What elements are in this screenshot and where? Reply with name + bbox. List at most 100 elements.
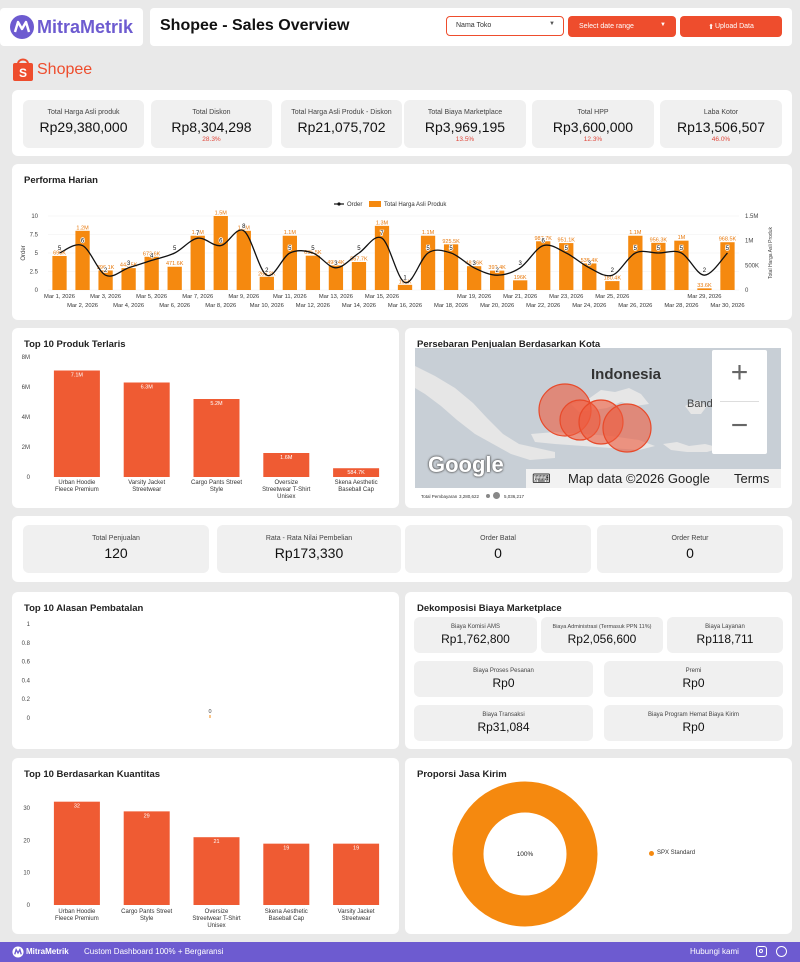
zoom-out-button[interactable]: − — [730, 409, 749, 442]
bar-label-daily: 538.4K — [581, 258, 599, 264]
daily-performance-chart: Order Total Harga Asli Produk Order Total H… — [21, 201, 774, 309]
bar-quantity — [193, 837, 240, 905]
bar-label-daily: 1.2M — [76, 225, 89, 231]
y-tick-label: 0.8 — [22, 641, 31, 647]
bar-daily-harga — [213, 216, 228, 290]
bar-value-label: 7.1M — [71, 373, 84, 379]
x-tick-label-date: Mar 28, 2026 — [664, 303, 698, 309]
x-tick-label-date: Mar 24, 2026 — [572, 303, 606, 309]
map-attribution-bar: ⌨ Map data ©2026 Google Terms — [526, 469, 781, 488]
fee-value: Rp31,084 — [477, 720, 530, 734]
bar-top-product — [333, 468, 380, 477]
y-tick-label: 1 — [27, 622, 31, 628]
order-value-label: 5 — [288, 246, 292, 252]
x-tick-label-product: Streetwear T-Shirt — [192, 916, 241, 922]
bar-label-daily: 471.6K — [166, 261, 184, 267]
kpi-card-biaya-marketplace: Total Biaya Marketplace Rp3,969,195 13.5… — [404, 100, 526, 148]
map-country-label: Indonesia — [591, 366, 662, 383]
kpi-percent: 28.3% — [202, 136, 221, 143]
bar-daily-harga — [52, 255, 67, 290]
bar-daily-harga — [144, 256, 159, 290]
fee-card-proses-pesanan: Biaya Proses Pesanan Rp0 — [414, 661, 593, 697]
kpi-label: Order Retur — [671, 535, 709, 542]
kpi-label: Laba Kotor — [703, 109, 739, 116]
kpi-value: Rp3,600,000 — [552, 119, 634, 135]
bar-value-label: 1.6M — [280, 455, 293, 461]
order-value-label: 2 — [495, 268, 499, 274]
date-range-label: Select date range — [579, 23, 634, 30]
y-tick-label: 0 — [27, 475, 31, 481]
bar-label-daily: 925.5K — [442, 239, 460, 245]
footer-bar: MitraMetrik Custom Dashboard 100% + Berg… — [0, 942, 800, 962]
store-select[interactable]: Nama Toko ▼ — [446, 16, 564, 36]
kpi-percent: 13.5% — [455, 136, 475, 143]
fee-card-transaksi: Biaya Transaksi Rp31,084 — [414, 705, 593, 741]
x-tick-label-date: Mar 18, 2026 — [434, 303, 468, 309]
bar-daily-harga — [236, 230, 251, 290]
kpi-label: Rata - Rata Nilai Pembelian — [265, 535, 353, 542]
bar-label-daily: 482.6K — [465, 261, 483, 267]
map-legend-max: 5,036,217 — [504, 494, 525, 499]
axis-label-order: Order — [21, 245, 27, 260]
fee-label: Biaya Transaksi — [482, 712, 525, 718]
keyboard-icon[interactable]: ⌨ — [532, 471, 551, 486]
order-value-label: 5 — [357, 246, 361, 252]
date-range-select[interactable]: Select date range ▼ — [568, 16, 676, 37]
bar-daily-harga — [513, 280, 528, 290]
map-land — [415, 366, 721, 460]
x-tick-label-product: Unisex — [207, 923, 225, 929]
bar-top-product — [193, 399, 240, 477]
bar-daily-harga — [282, 235, 297, 290]
bar-label-daily: 987.7K — [534, 236, 552, 242]
y-tick-label: 20 — [23, 838, 30, 844]
bar-label-daily: 33.6K — [697, 283, 712, 289]
x-tick-label-date: Mar 20, 2026 — [480, 303, 514, 309]
x-tick-label-date: Mar 8, 2026 — [205, 303, 236, 309]
bar-label-daily: 268.2K — [258, 271, 276, 277]
x-tick-label-product: Varsity Jacket — [338, 909, 375, 915]
shipping-donut-chart: 100% — [452, 781, 598, 927]
zoom-in-button[interactable]: + — [730, 356, 749, 389]
kpi-panel: Total Harga Asli produk Rp29,380,000 Tot… — [12, 90, 792, 156]
bar-label-daily: 1.2M — [238, 225, 251, 231]
bar-daily-harga — [605, 281, 620, 290]
order-value-label: 7 — [196, 231, 200, 237]
legend-bar-swatch-icon — [369, 201, 381, 207]
kpi-value: Rp3,969,195 — [424, 119, 506, 135]
x-tick-label-date: Mar 22, 2026 — [526, 303, 560, 309]
order-value-label: 2 — [104, 268, 108, 274]
kpi-card-total-hpp: Total HPP Rp3,600,000 12.3% — [532, 100, 654, 148]
kpi-label: Total Harga Asli Produk - Diskon — [291, 109, 392, 116]
order-value-label: 6 — [81, 239, 85, 245]
kpi-value: 0 — [494, 545, 502, 561]
y-tick-label-right: 1.5M — [745, 214, 758, 220]
fee-label: Biaya Komisi AMS — [450, 624, 501, 630]
y-tick-label-left: 5 — [35, 251, 39, 257]
footer-tagline: Custom Dashboard 100% + Bergaransi — [84, 947, 224, 956]
whatsapp-icon[interactable] — [776, 946, 787, 957]
store-select-value: Nama Toko — [456, 22, 492, 29]
order-value-label: 8 — [242, 224, 246, 230]
order-value-label: 3 — [334, 261, 338, 267]
kpi-percent: 12.3% — [583, 136, 603, 143]
kpi-value: 0 — [686, 545, 694, 561]
x-tick-label-product: Baseball Cap — [338, 487, 374, 493]
upload-data-button[interactable]: ⬆ Upload Data — [680, 16, 782, 37]
kpi-value: 120 — [104, 545, 128, 561]
bar-top-product — [263, 453, 310, 477]
x-tick-label-product: Skena Aesthetic — [265, 909, 308, 915]
upload-icon: ⬆ — [708, 23, 714, 31]
x-tick-label-date: Mar 2, 2026 — [67, 303, 98, 309]
fee-label: Biaya Layanan — [705, 624, 745, 630]
order-value-label: 3 — [127, 261, 131, 267]
kpi-percent: 46.0% — [711, 136, 731, 143]
bar-daily-harga — [121, 268, 136, 290]
map-terms-link[interactable]: Terms — [734, 471, 770, 486]
order-value-label: 3 — [588, 261, 592, 267]
bar-daily-harga — [443, 244, 459, 290]
map-city-label: Band — [687, 398, 713, 410]
map-view[interactable]: Indonesia Band + − Google ⌨ Map data ©20… — [415, 348, 781, 488]
instagram-icon[interactable] — [756, 946, 767, 957]
contact-link[interactable]: Hubungi kami — [690, 947, 739, 956]
